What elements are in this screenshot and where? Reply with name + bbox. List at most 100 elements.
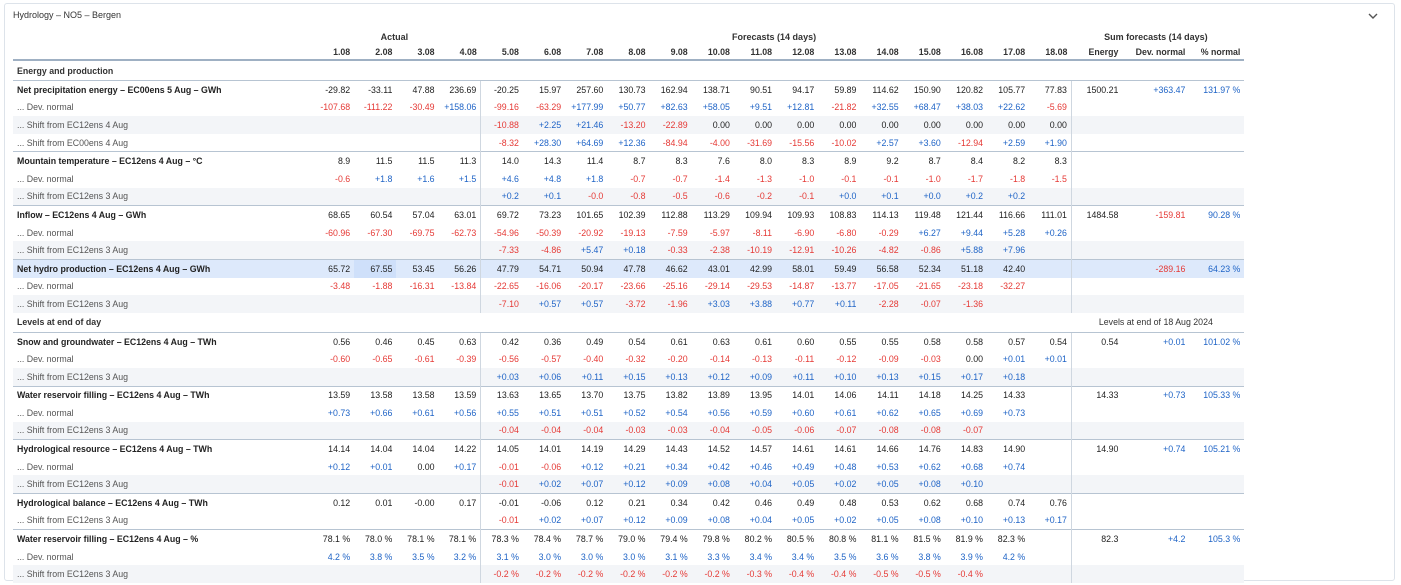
table-cell-sum: [1070, 565, 1123, 584]
table-subrow[interactable]: ... Shift from EC12ens 3 Aug -7.33 -4.86 +5…: [13, 241, 1245, 260]
table-cell: +12.36: [618, 137, 646, 148]
column-header-sum[interactable]: Dev. normal: [1122, 44, 1190, 61]
table-cell: 79.0 %: [607, 529, 650, 548]
table-cell: 81.9 %: [944, 529, 987, 548]
column-header-date[interactable]: 7.08: [565, 44, 608, 61]
column-header-sum[interactable]: % normal: [1189, 44, 1245, 61]
section-row: Energy and production: [13, 60, 1244, 81]
column-header-sum[interactable]: Energy: [1071, 44, 1123, 61]
table-cell: +5.88: [944, 241, 987, 260]
table-cell: 0.68: [944, 493, 987, 512]
table-cell: 14.06: [818, 385, 861, 405]
table-subrow[interactable]: ... Dev. normal -107.68 -111.22 -30.49 +158.…: [13, 98, 1244, 117]
table-cell: 3.0 %: [580, 551, 604, 562]
table-cell: +22.62: [998, 102, 1026, 113]
table-cell: -0.06: [522, 493, 566, 512]
column-header-date[interactable]: 9.08: [649, 44, 692, 61]
table-cell: -0.2 %: [649, 565, 692, 584]
table-cell: +0.51: [538, 407, 562, 418]
table-cell: 57.04: [396, 205, 439, 224]
table-cell: 109.94: [733, 205, 777, 224]
table-subrow[interactable]: ... Shift from EC12ens 3 Aug -0.01 +0.02 +0…: [13, 475, 1245, 494]
table-cell: -0.4 %: [818, 565, 861, 584]
table-cell: 3.5 %: [833, 551, 857, 562]
table-cell: +0.05: [791, 515, 815, 526]
table-cell: -15.56: [789, 137, 815, 148]
column-header-date[interactable]: 11.08: [733, 44, 777, 61]
table-subrow[interactable]: ... Shift from EC12ens 3 Aug +0.03 +0.06 +0…: [13, 367, 1245, 386]
table-row[interactable]: Hydrological balance – EC12ens 4 Aug – T…: [13, 493, 1245, 512]
table-subrow[interactable]: ... Dev. normal -0.60 -0.65 -0.61 -0.39 -0.56…: [13, 350, 1244, 368]
table-cell: -10.26: [818, 241, 861, 260]
table-cell: +0.10: [960, 515, 983, 526]
column-header-date[interactable]: 17.08: [987, 44, 1030, 61]
section-row: Levels at end of day Levels at end of 18 …: [13, 313, 1244, 333]
table-subrow[interactable]: ... Shift from EC12ens 4 Aug -10.88 +2.25 +…: [13, 116, 1245, 134]
table-cell: -0.61: [414, 354, 435, 365]
table-cell: +0.77: [776, 295, 819, 313]
table-subrow[interactable]: ... Shift from EC12ens 3 Aug -0.01 +0.02 +0…: [13, 511, 1244, 530]
table-cell: 0.42: [480, 331, 523, 351]
table-cell-sum: [1189, 99, 1244, 117]
table-row[interactable]: Hydrological resource – EC12ens 4 Aug – …: [13, 439, 1245, 458]
table-cell: +0.12: [623, 515, 646, 526]
column-header-date[interactable]: 8.08: [607, 44, 650, 61]
table-subrow[interactable]: ... Shift from EC12ens 3 Aug -0.04 -0.04 -0…: [13, 421, 1245, 440]
column-header-date[interactable]: 2.08: [354, 44, 397, 61]
table-cell: 90.51: [733, 79, 777, 99]
table-subrow[interactable]: ... Dev. normal -60.96 -67.30 -69.75 -62.73-…: [13, 223, 1244, 242]
table-subrow[interactable]: ... Shift from EC12ens 3 Aug -7.10 +0.57 +0…: [13, 295, 1245, 313]
table-cell: 0.58: [902, 331, 945, 351]
table-row[interactable]: Inflow – EC12ens 4 Aug – GWh 68.65 60.54 57…: [13, 205, 1245, 224]
table-cell: 14.61: [818, 439, 861, 458]
column-header-date[interactable]: 3.08: [396, 44, 439, 61]
table-cell: 14.66: [860, 439, 903, 458]
table-subrow[interactable]: ... Shift from EC12ens 3 Aug -0.2 % -0.2 %…: [13, 565, 1245, 584]
hydrology-table: Actual Forecasts (14 days) Sum forecasts…: [13, 30, 1245, 584]
table-cell: +2.59: [1002, 137, 1026, 148]
chevron-down-icon[interactable]: [1366, 9, 1380, 23]
table-subrow[interactable]: ... Shift from EC00ens 4 Aug -8.32 +28.30 +…: [13, 133, 1244, 152]
table-cell: 0.56: [312, 331, 355, 351]
table-subrow[interactable]: ... Dev. normal 4.2 % 3.8 % 3.5 % 3.2 % 3.1 %…: [13, 547, 1244, 566]
table-cell-sum: -289.16: [1122, 258, 1190, 278]
table-cell: -0.39: [456, 354, 477, 365]
table-row[interactable]: Net hydro production – EC12ens 4 Aug – G…: [13, 258, 1245, 278]
column-header-date[interactable]: 14.08: [860, 44, 903, 61]
table-cell: [396, 512, 438, 530]
table-cell: 81.1 %: [860, 529, 903, 548]
table-row[interactable]: Water reservoir filling – EC12ens 4 Aug …: [13, 385, 1245, 405]
table-row[interactable]: Snow and groundwater – EC12ens 4 Aug – T…: [13, 331, 1245, 351]
table-subrow[interactable]: ... Dev. normal +0.12 +0.01 0.00 +0.17 -0.01 -…: [13, 457, 1244, 476]
table-cell: 3.9 %: [960, 551, 984, 562]
column-header-date[interactable]: 1.08: [312, 44, 355, 61]
column-header-date[interactable]: 13.08: [818, 44, 861, 61]
table-cell: +58.05: [702, 102, 730, 113]
column-header-date[interactable]: 18.08: [1029, 44, 1072, 61]
table-subrow[interactable]: ... Dev. normal -3.48 -1.88 -16.31 -13.84 -22…: [13, 277, 1244, 296]
column-header-date[interactable]: 4.08: [438, 44, 481, 61]
table-cell: +0.61: [834, 407, 857, 418]
table-cell: 13.59: [438, 385, 481, 405]
table-cell-sum: +0.73: [1122, 385, 1190, 405]
table-cell: -22.89: [649, 116, 692, 134]
column-header-date[interactable]: 12.08: [776, 44, 819, 61]
column-header-date[interactable]: 10.08: [691, 44, 734, 61]
table-cell: -0.09: [878, 354, 899, 365]
table-cell: 0.62: [902, 493, 945, 512]
column-header-date[interactable]: 15.08: [902, 44, 945, 61]
table-subrow[interactable]: ... Shift from EC12ens 3 Aug +0.2 +0.1 -0.0…: [13, 187, 1245, 206]
table-row[interactable]: Water reservoir filling – EC12ens 4 Aug …: [13, 529, 1245, 548]
table-cell: [1029, 295, 1072, 313]
table-cell-sum: [1070, 475, 1123, 494]
table-row[interactable]: Mountain temperature – EC12ens 4 Aug – °…: [13, 151, 1245, 170]
table-subrow[interactable]: ... Dev. normal -0.6 +1.8 +1.6 +1.5 +4.6 +4.8 +…: [13, 169, 1244, 188]
table-cell: 59.49: [818, 258, 861, 278]
column-header-date[interactable]: 5.08: [480, 44, 523, 61]
table-subrow[interactable]: ... Dev. normal +0.73 +0.66 +0.61 +0.56 +0.55…: [13, 404, 1244, 422]
column-header-date[interactable]: 16.08: [944, 44, 987, 61]
table-cell: +0.26: [1044, 227, 1067, 238]
table-cell: 14.18: [902, 385, 945, 405]
column-header-date[interactable]: 6.08: [522, 44, 566, 61]
table-row[interactable]: Net precipitation energy – EC00ens 5 Aug…: [13, 79, 1245, 99]
